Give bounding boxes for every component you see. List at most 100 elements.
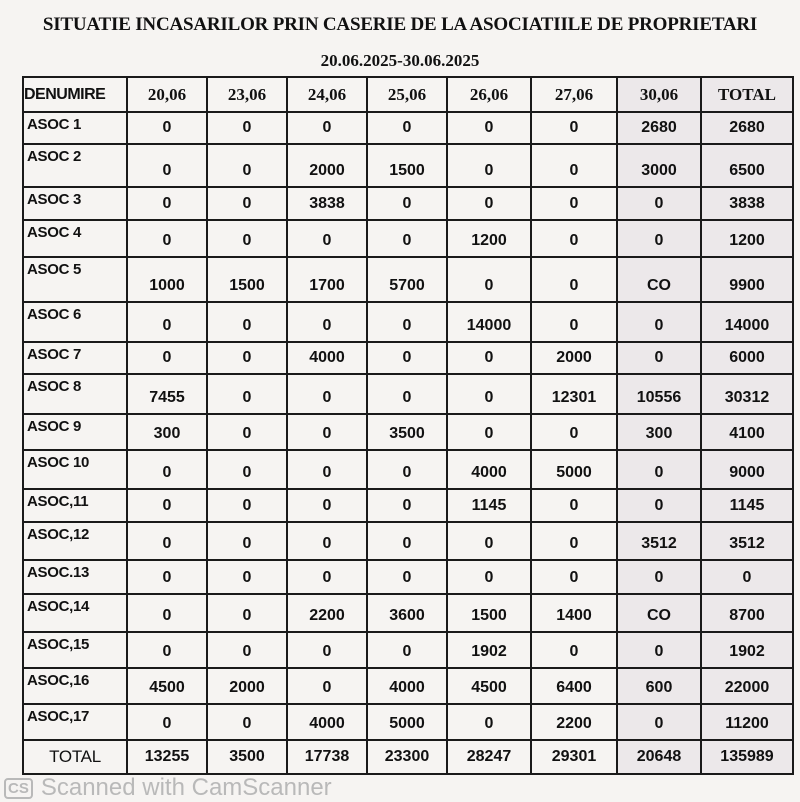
header-date: 30,06 (616, 76, 702, 113)
association-name: ASOC 3 (22, 186, 128, 221)
amount-cell: 1200 (446, 219, 532, 258)
amount-cell: 600 (616, 667, 702, 705)
amount-cell: 1500 (366, 143, 448, 188)
amount-cell: 0 (366, 488, 448, 523)
amount-cell: 0 (446, 256, 532, 303)
scanner-watermark: CS Scanned with CamScanner (4, 774, 332, 802)
amount-cell: 0 (446, 143, 532, 188)
amount-cell: 0 (446, 521, 532, 561)
row-total-cell: 1145 (700, 488, 794, 523)
header-date: 26,06 (446, 76, 532, 113)
association-name: ASOC 8 (22, 373, 128, 415)
association-name: ASOC,12 (22, 521, 128, 561)
amount-cell: 300 (616, 413, 702, 451)
row-total-cell: 1902 (700, 631, 794, 669)
header-date: 20,06 (126, 76, 208, 113)
row-total-cell: 14000 (700, 301, 794, 343)
row-total-cell: 2680 (700, 111, 794, 145)
table-row: ASOC 4 0 0 0 0 1200 0 0 1200 (22, 219, 794, 258)
amount-cell: 0 (206, 186, 288, 221)
table-row: ASOC 2 0 0 2000 1500 0 0 3000 6500 (22, 143, 794, 188)
association-name: ASOC,11 (22, 488, 128, 523)
row-total-cell: 30312 (700, 373, 794, 415)
amount-cell: 2680 (616, 111, 702, 145)
amount-cell: 0 (530, 488, 618, 523)
amount-cell: 12301 (530, 373, 618, 415)
table-row: ASOC 8 7455 0 0 0 0 12301 10556 30312 (22, 373, 794, 415)
header-name: DENUMIRE (22, 76, 128, 113)
row-total-cell: 135989 (700, 739, 794, 775)
amount-cell: 0 (126, 219, 208, 258)
amount-cell: 0 (530, 186, 618, 221)
amount-cell: 0 (286, 559, 368, 595)
association-name: ASOC 9 (22, 413, 128, 451)
amount-cell: 0 (206, 521, 288, 561)
row-total-cell: 3838 (700, 186, 794, 221)
amount-cell: 0 (530, 521, 618, 561)
amount-cell: 0 (206, 593, 288, 633)
amount-cell: 0 (286, 373, 368, 415)
amount-cell: 0 (286, 631, 368, 669)
association-name: ASOC,16 (22, 667, 128, 705)
amount-cell: 28247 (446, 739, 532, 775)
amount-cell: 0 (530, 631, 618, 669)
amount-cell: 0 (446, 341, 532, 375)
amount-cell: 0 (286, 667, 368, 705)
amount-cell: 2000 (530, 341, 618, 375)
table-row: ASOC 3 0 0 3838 0 0 0 0 3838 (22, 186, 794, 221)
amount-cell: 0 (126, 301, 208, 343)
association-name: ASOC,14 (22, 593, 128, 633)
amount-cell: 0 (206, 143, 288, 188)
amount-cell: 7455 (126, 373, 208, 415)
amount-cell: 4500 (126, 667, 208, 705)
table-row: ASOC 6 0 0 0 0 14000 0 0 14000 (22, 301, 794, 343)
collections-table: DENUMIRE 20,06 23,06 24,06 25,06 26,06 27,06 30… (22, 76, 794, 775)
amount-cell: 0 (286, 521, 368, 561)
row-total-cell: 6000 (700, 341, 794, 375)
amount-cell: 0 (446, 559, 532, 595)
amount-cell: 0 (446, 413, 532, 451)
amount-cell: 0 (286, 413, 368, 451)
amount-cell: 5000 (530, 449, 618, 490)
association-name: ASOC,15 (22, 631, 128, 669)
amount-cell: 0 (206, 219, 288, 258)
total-row: TOTAL 13255 3500 17738 23300 28247 29301 20648 1… (22, 739, 794, 775)
amount-cell: 0 (616, 219, 702, 258)
row-total-cell: 8700 (700, 593, 794, 633)
row-total-cell: 4100 (700, 413, 794, 451)
amount-cell: 0 (446, 703, 532, 741)
table-row: ASOC,17 0 0 4000 5000 0 2200 0 11200 (22, 703, 794, 741)
row-total-cell: 11200 (700, 703, 794, 741)
table-row: ASOC,11 0 0 0 0 1145 0 0 1145 (22, 488, 794, 523)
amount-cell: 4000 (286, 703, 368, 741)
amount-cell: 0 (366, 559, 448, 595)
amount-cell: 0 (206, 373, 288, 415)
amount-cell: 0 (206, 301, 288, 343)
table-row: ASOC,16 4500 2000 0 4000 4500 6400 600 22000 (22, 667, 794, 705)
amount-cell: 0 (206, 703, 288, 741)
association-name: ASOC 6 (22, 301, 128, 343)
amount-cell: 2000 (206, 667, 288, 705)
amount-cell: 0 (126, 111, 208, 145)
amount-cell: 0 (446, 111, 532, 145)
amount-cell: 0 (126, 488, 208, 523)
amount-cell: 0 (366, 111, 448, 145)
amount-cell: 4000 (286, 341, 368, 375)
amount-cell: 14000 (446, 301, 532, 343)
amount-cell: 0 (366, 521, 448, 561)
amount-cell: 20648 (616, 739, 702, 775)
table-row: ASOC 10 0 0 0 0 4000 5000 0 9000 (22, 449, 794, 490)
association-name: ASOC 5 (22, 256, 128, 303)
table-row: ASOC 9 300 0 0 3500 0 0 300 4100 (22, 413, 794, 451)
amount-cell: 0 (530, 559, 618, 595)
amount-cell: 13255 (126, 739, 208, 775)
amount-cell: 1500 (206, 256, 288, 303)
date-range: 20.06.2025-30.06.2025 (320, 51, 480, 70)
amount-cell: 0 (366, 341, 448, 375)
amount-cell: 0 (126, 703, 208, 741)
amount-cell: 0 (366, 631, 448, 669)
association-name: ASOC 7 (22, 341, 128, 375)
amount-cell: 2000 (286, 143, 368, 188)
amount-cell: 0 (286, 488, 368, 523)
amount-cell: 0 (206, 413, 288, 451)
